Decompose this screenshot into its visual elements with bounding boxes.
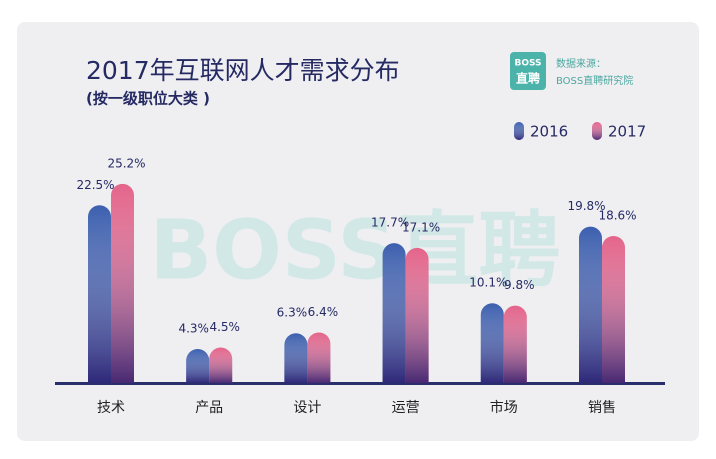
bar-shade	[111, 183, 134, 383]
value-label: 22.5%	[76, 178, 114, 192]
value-label: 4.5%	[209, 320, 240, 334]
legend-swatch-shade	[592, 122, 602, 140]
value-label: 18.6%	[598, 209, 636, 223]
value-label: 6.3%	[277, 306, 308, 320]
bar-shade	[284, 333, 308, 383]
x-tick-label: 产品	[195, 400, 223, 416]
value-label: 17.7%	[371, 216, 409, 230]
bar-shade	[480, 303, 504, 383]
watermark: BOSS直聘	[150, 203, 561, 298]
bar-shade	[602, 236, 625, 383]
bar-shade	[579, 226, 602, 383]
legend-label: 2016	[530, 123, 568, 141]
x-tick-label: 市场	[490, 399, 518, 416]
value-label: 4.3%	[178, 322, 209, 336]
logo-text: BOSS	[514, 59, 541, 69]
source: BOSS直聘研究院	[556, 74, 633, 87]
legend-label: 2017	[608, 123, 646, 141]
bar-shade	[405, 247, 429, 383]
source-label: 数据来源：	[556, 57, 606, 70]
bar-shade	[382, 243, 406, 383]
bar-shade	[307, 332, 331, 383]
logo	[510, 52, 546, 90]
bar-shade	[503, 305, 527, 383]
bar-shade	[88, 205, 111, 383]
chart-title: 2017年互联网人才需求分布	[86, 56, 400, 85]
card	[17, 22, 699, 441]
x-tick-label: 技术	[97, 400, 125, 416]
value-label: 9.8%	[504, 278, 535, 292]
value-label: 10.1%	[469, 276, 507, 290]
value-label: 25.2%	[107, 156, 145, 170]
value-label: 19.8%	[567, 199, 605, 213]
chart-subtitle: (按一级职位大类 )	[86, 90, 210, 108]
logo-text: 直聘	[516, 71, 540, 86]
legend-swatch-shade	[514, 122, 524, 140]
value-label: 17.1%	[402, 220, 440, 234]
bar-shade	[209, 347, 233, 383]
value-label: 6.4%	[308, 305, 339, 319]
bar-shade	[186, 349, 210, 383]
x-tick-label: 设计	[293, 400, 321, 416]
x-tick-label: 销售	[588, 400, 616, 416]
x-tick-label: 运营	[392, 400, 420, 416]
